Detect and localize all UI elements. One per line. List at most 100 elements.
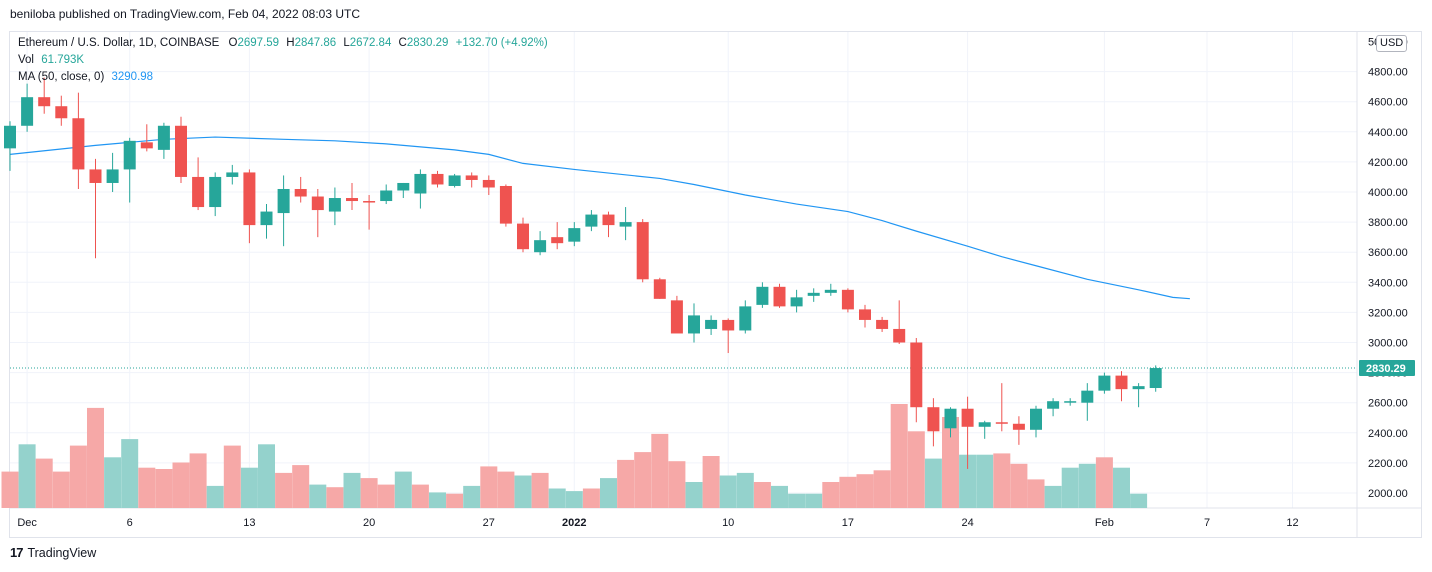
price-tick-label: 2000.00	[1368, 488, 1408, 500]
candle-body	[1098, 375, 1111, 391]
candle-body	[568, 228, 581, 242]
candle-body	[311, 196, 324, 211]
price-tick-label: 2400.00	[1368, 428, 1408, 440]
open-value: 2697.59	[237, 37, 280, 49]
brand-footer[interactable]: 17 TradingView	[10, 545, 96, 560]
volume-bar	[155, 469, 173, 508]
volume-bar	[600, 478, 617, 508]
candle-body	[944, 408, 957, 429]
candle-body	[961, 408, 974, 427]
candle-body	[346, 198, 358, 202]
candle-body	[978, 422, 991, 427]
candle-body	[157, 125, 170, 150]
candle-body	[1064, 401, 1077, 403]
volume-bar	[480, 466, 498, 508]
volume-bar	[292, 465, 310, 508]
candle-body	[790, 297, 803, 307]
volume-bar	[753, 482, 771, 508]
candle-body	[482, 179, 495, 188]
time-tick-label: 13	[243, 517, 255, 529]
time-tick-label: 2022	[562, 517, 586, 529]
candle-body	[55, 106, 68, 119]
candle-body	[4, 125, 16, 149]
volume-bar	[719, 475, 737, 508]
volume-bar	[890, 404, 908, 508]
candle-body	[294, 188, 307, 197]
volume-bar	[924, 458, 942, 508]
volume-bar	[497, 471, 515, 508]
change-value: +132.70 (+4.92%)	[455, 37, 548, 49]
low-label: L	[343, 37, 350, 49]
price-tick-label: 3600.00	[1368, 247, 1408, 259]
volume-bar	[1027, 479, 1045, 508]
candle-body	[209, 176, 222, 208]
volume-bar	[52, 471, 70, 508]
candle-body	[192, 176, 205, 208]
candle-body	[739, 306, 752, 331]
candle-body	[431, 173, 444, 185]
ma-row: MA (50, close, 0) 3290.98	[18, 69, 548, 86]
candle-body	[226, 172, 239, 177]
volume-bar	[788, 493, 806, 508]
volume-bar	[668, 461, 686, 508]
volume-bar	[736, 472, 754, 508]
tradingview-logo-icon: 17	[10, 545, 24, 560]
volume-bar	[360, 478, 378, 508]
candle-body	[1047, 401, 1060, 409]
candle-body	[619, 222, 632, 227]
candle-body	[670, 300, 683, 334]
ohlc-row: Ethereum / U.S. Dollar, 1D, COINBASE O26…	[18, 35, 548, 52]
price-tick-label: 4200.00	[1368, 157, 1408, 169]
volume-bar	[1078, 463, 1096, 508]
price-tick-label: 2200.00	[1368, 458, 1408, 470]
candle-body	[893, 328, 906, 343]
candle-body	[38, 97, 51, 107]
volume-bar	[617, 459, 635, 508]
candle-body	[1012, 423, 1025, 430]
volume-bar	[463, 485, 481, 508]
candle-body	[534, 240, 547, 253]
candle-body	[72, 118, 85, 170]
time-tick-label: Dec	[17, 517, 37, 529]
volume-bar	[634, 452, 652, 508]
currency-unit-button[interactable]: USD	[1376, 35, 1408, 52]
volume-bar	[1010, 463, 1028, 508]
volume-bar	[275, 472, 293, 508]
time-tick-label: 24	[961, 517, 973, 529]
candle-body	[414, 173, 427, 194]
chart-legend: Ethereum / U.S. Dollar, 1D, COINBASE O26…	[18, 35, 548, 86]
time-tick-label: 7	[1204, 517, 1210, 529]
volume-bar	[258, 444, 275, 508]
high-label: H	[286, 37, 295, 49]
volume-bar	[206, 485, 224, 508]
volume-bar	[514, 475, 532, 508]
volume-bar	[223, 445, 241, 508]
candle-body	[123, 140, 136, 170]
volume-bar	[35, 458, 53, 508]
low-value: 2672.84	[349, 37, 392, 49]
candle-body	[380, 190, 393, 202]
chart-frame	[9, 31, 1422, 538]
candle-body	[499, 185, 512, 224]
volume-bar	[121, 439, 139, 508]
price-tick-label: 3200.00	[1368, 307, 1408, 319]
volume-bar	[309, 484, 327, 508]
volume-bar	[907, 431, 925, 508]
time-tick-label: 10	[722, 517, 734, 529]
volume-bar	[805, 493, 823, 508]
symbol-label: Ethereum / U.S. Dollar, 1D, COINBASE	[18, 37, 220, 49]
candle-body	[363, 201, 376, 203]
candle-body	[106, 169, 119, 183]
volume-bar	[993, 453, 1011, 508]
volume-bar	[822, 482, 840, 508]
candle-body	[995, 422, 1008, 424]
price-tick-label: 3400.00	[1368, 277, 1408, 289]
ma-label: MA (50, close, 0)	[18, 71, 105, 83]
volume-bar	[565, 491, 583, 508]
price-tick-label: 3800.00	[1368, 217, 1408, 229]
price-tick-label: 3000.00	[1368, 338, 1408, 350]
candle-body	[328, 198, 341, 212]
candle-body	[277, 188, 290, 214]
volume-bar	[69, 445, 87, 508]
